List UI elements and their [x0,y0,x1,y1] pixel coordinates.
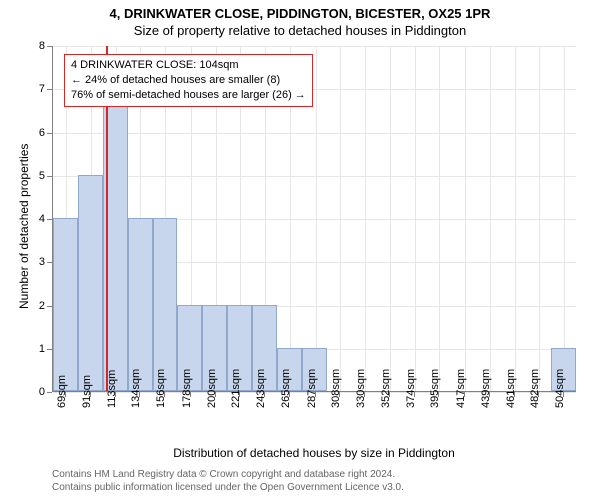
gridline-v [316,46,317,391]
gridline-h [53,176,576,177]
footer-line-2: Contains public information licensed und… [52,481,404,494]
ytick-mark [47,219,52,220]
info-box-line: ← 24% of detached houses are smaller (8) [71,73,306,88]
ytick-mark [47,349,52,350]
histogram-bar [78,175,103,391]
gridline-v [390,46,391,391]
gridline-v [515,46,516,391]
ytick-label: 7 [30,83,45,95]
gridline-v [365,46,366,391]
ytick-mark [47,262,52,263]
gridline-v [340,46,341,391]
gridline-h [53,46,576,47]
ytick-label: 4 [30,213,45,225]
ytick-mark [47,46,52,47]
gridline-v [439,46,440,391]
gridline-v [490,46,491,391]
info-box-line: 4 DRINKWATER CLOSE: 104sqm [71,58,306,73]
ytick-label: 1 [30,343,45,355]
y-axis-label: Number of detached properties [17,144,31,309]
chart-container: 4, DRINKWATER CLOSE, PIDDINGTON, BICESTE… [0,0,600,500]
ytick-mark [47,306,52,307]
ytick-label: 0 [30,386,45,398]
footer-line-1: Contains HM Land Registry data © Crown c… [52,468,404,481]
histogram-bar [128,218,153,391]
ytick-mark [47,133,52,134]
gridline-v [539,46,540,391]
ytick-label: 2 [30,300,45,312]
gridline-h [53,133,576,134]
ytick-mark [47,392,52,393]
chart-title-subtitle: Size of property relative to detached ho… [0,23,600,38]
ytick-mark [47,89,52,90]
histogram-bar [53,218,78,391]
info-box-line: 76% of semi-detached houses are larger (… [71,88,306,103]
gridline-v [415,46,416,391]
title-block: 4, DRINKWATER CLOSE, PIDDINGTON, BICESTE… [0,0,600,38]
chart-title-address: 4, DRINKWATER CLOSE, PIDDINGTON, BICESTE… [0,6,600,21]
histogram-bar [153,218,178,391]
info-box: 4 DRINKWATER CLOSE: 104sqm← 24% of detac… [64,54,313,107]
gridline-v [564,46,565,391]
x-axis-label: Distribution of detached houses by size … [52,446,576,460]
ytick-label: 3 [30,256,45,268]
ytick-label: 8 [30,40,45,52]
gridline-v [465,46,466,391]
footer-attribution: Contains HM Land Registry data © Crown c… [52,468,404,494]
ytick-label: 5 [30,170,45,182]
ytick-mark [47,176,52,177]
ytick-label: 6 [30,127,45,139]
